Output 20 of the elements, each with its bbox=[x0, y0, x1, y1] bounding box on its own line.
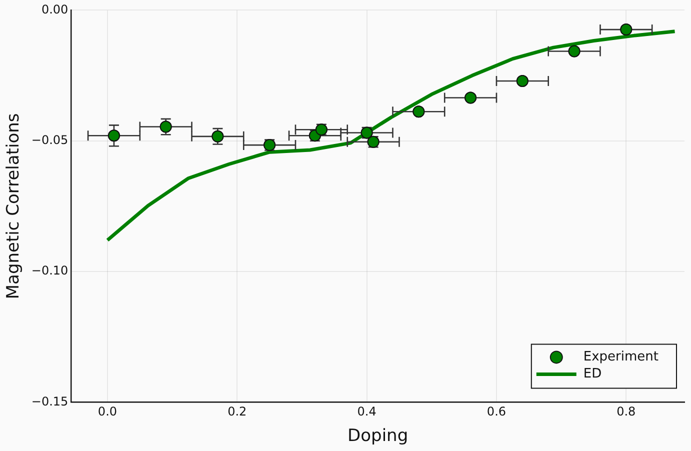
x-tick-label: 0.4 bbox=[357, 404, 376, 419]
x-tick-label: 0.8 bbox=[616, 404, 636, 419]
y-tick-label: 0.00 bbox=[41, 2, 68, 16]
y-tick-label: −0.10 bbox=[31, 264, 68, 278]
point bbox=[160, 120, 172, 133]
point bbox=[516, 75, 528, 88]
y-tick-label: −0.05 bbox=[31, 132, 68, 147]
point bbox=[212, 130, 224, 142]
point bbox=[568, 45, 580, 58]
legend-label: Experiment bbox=[583, 350, 659, 365]
x-tick-label: 0.2 bbox=[228, 404, 247, 419]
point bbox=[412, 106, 425, 118]
x-tick-label: 0.0 bbox=[98, 404, 118, 419]
x-tick-label: 0.6 bbox=[486, 404, 506, 419]
point bbox=[464, 92, 477, 104]
legend-label: ED bbox=[583, 366, 602, 382]
x-axis-title: Doping bbox=[348, 426, 408, 446]
y-tick-label: −0.15 bbox=[31, 394, 68, 408]
point bbox=[620, 24, 632, 36]
y-axis-title: Magnetic Correlations bbox=[4, 113, 24, 300]
